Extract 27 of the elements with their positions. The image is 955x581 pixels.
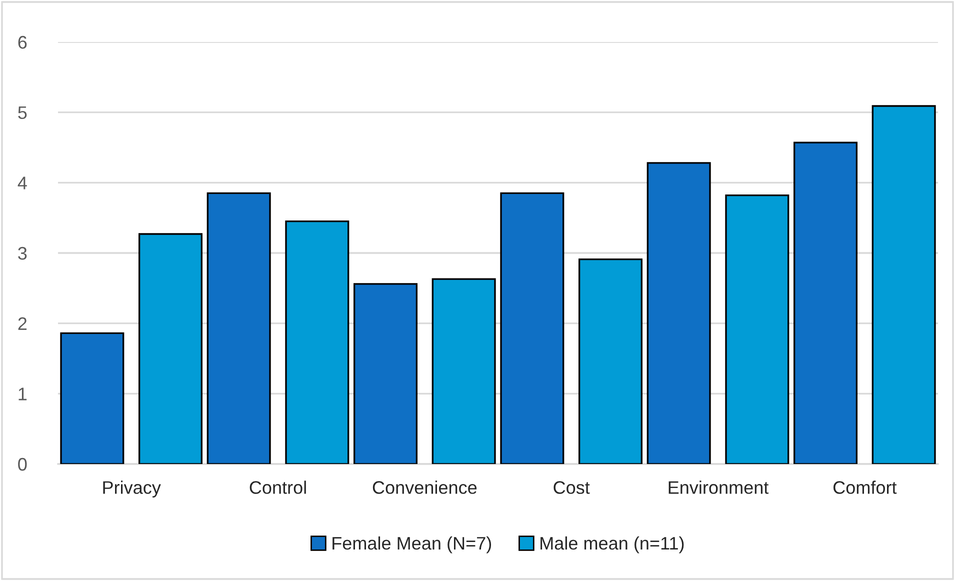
y-tick-label: 5 <box>18 106 27 120</box>
bar <box>872 105 936 464</box>
bar <box>60 332 124 464</box>
x-tick-label: Comfort <box>833 480 897 494</box>
y-tick-label: 0 <box>18 458 27 471</box>
y-tick-label: 2 <box>18 317 27 330</box>
bar <box>578 258 642 464</box>
bar <box>206 192 271 464</box>
y-tick-label: 1 <box>18 388 27 400</box>
x-tick-label: Privacy <box>103 480 161 498</box>
bar <box>646 162 711 464</box>
bar <box>285 220 350 464</box>
bar <box>725 194 790 464</box>
y-tick-label: 3 <box>18 246 27 260</box>
x-tick-label: Cost <box>554 481 590 494</box>
x-tick-label: Convenience <box>372 480 477 494</box>
bar <box>432 278 496 464</box>
y-tick-label: 4 <box>18 176 27 190</box>
legend-label: Male mean (n=11) <box>540 536 684 554</box>
bar <box>500 192 564 464</box>
bar <box>354 283 418 464</box>
x-tick-label: Control <box>250 480 306 494</box>
bar <box>794 142 858 464</box>
x-tick-label: Environment <box>668 480 769 494</box>
legend-label: Female Mean (N=7) <box>332 536 492 554</box>
y-tick-label: 6 <box>18 36 27 49</box>
bar <box>138 233 202 464</box>
